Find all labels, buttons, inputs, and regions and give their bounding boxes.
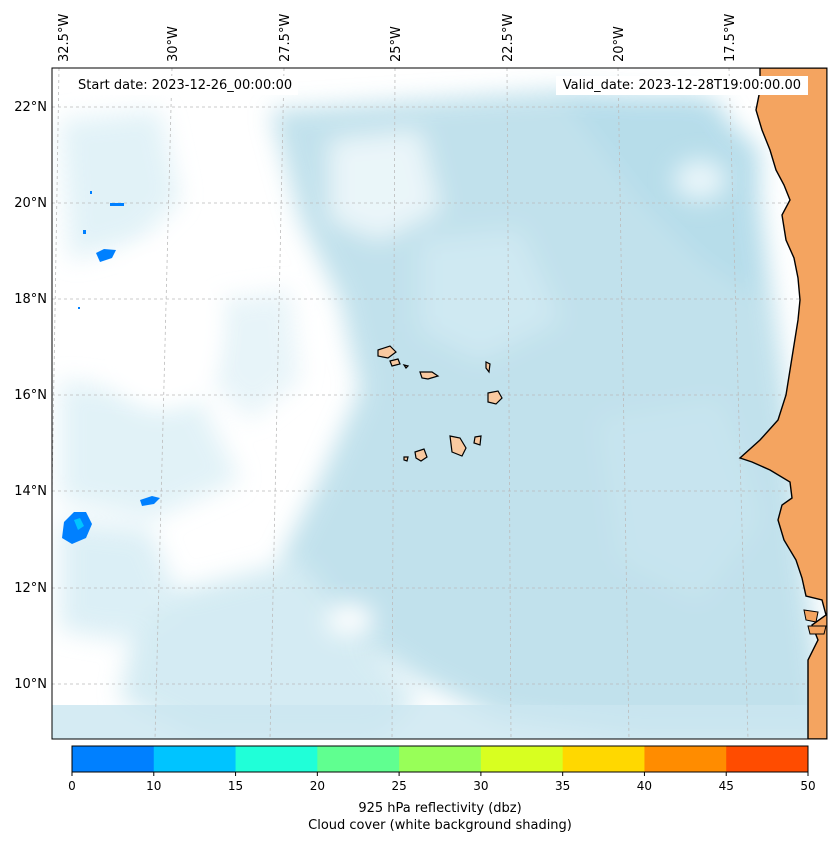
colorbar-segment	[72, 746, 155, 772]
colorbar-segment	[399, 746, 482, 772]
colorbar-tick-label: 30	[473, 779, 488, 793]
colorbar-tick-label: 25	[391, 779, 406, 793]
colorbar-tick-label: 20	[310, 779, 325, 793]
colorbar-frame	[71, 745, 809, 773]
lat-label: 10°N	[14, 677, 47, 692]
longitude-labels: 32.5°W 30°W 27.5°W 25°W 22.5°W 20°W 17.5…	[57, 14, 738, 62]
colorbar-segment	[644, 746, 727, 772]
colorbar-tick-label: 35	[555, 779, 570, 793]
cape-verde-islands	[377, 345, 503, 462]
lat-label: 18°N	[14, 292, 47, 307]
lat-label: 20°N	[14, 196, 47, 211]
valid-date-label: Valid_date: 2023-12-28T19:00:00.00	[555, 76, 808, 95]
graticule-lines	[52, 68, 827, 739]
lon-label: 17.5°W	[723, 14, 738, 62]
colorbar-segment	[235, 746, 318, 772]
lon-label: 22.5°W	[501, 14, 516, 62]
lat-label: 16°N	[14, 388, 47, 403]
africa-coastline	[738, 68, 827, 739]
reflectivity-cells	[62, 191, 160, 544]
colorbar-tick-label: 40	[637, 779, 652, 793]
lon-label: 27.5°W	[278, 14, 293, 62]
lat-label: 14°N	[14, 484, 47, 499]
colorbar-segment	[317, 746, 400, 772]
map-frame	[51, 67, 828, 740]
colorbar-segment	[480, 746, 564, 772]
lon-label: 30°W	[166, 26, 181, 62]
colorbar-tick-label: 0	[68, 779, 76, 793]
colorbar-tick-label: 10	[146, 779, 161, 793]
lon-label: 32.5°W	[57, 14, 72, 62]
colorbar-segment	[153, 746, 237, 772]
latitude-labels: 22°N 20°N 18°N 16°N 14°N 12°N 10°N	[14, 100, 47, 692]
colorbar-sublabel: Cloud cover (white background shading)	[308, 818, 572, 833]
start-date-label: Start date: 2023-12-26_00:00:00	[72, 76, 299, 95]
colorbar-segment	[562, 746, 645, 772]
colorbar-segment	[726, 746, 809, 772]
colorbar-label: 925 hPa reflectivity (dbz)	[358, 801, 522, 816]
lon-label: 20°W	[612, 26, 627, 62]
lon-label: 25°W	[389, 26, 404, 62]
lat-label: 12°N	[14, 581, 47, 596]
colorbar-tick-label: 50	[800, 779, 815, 793]
cloud-cover-shading	[52, 90, 827, 739]
colorbar: 0 10 15 20 25 30 35 40 45 50	[68, 745, 816, 793]
colorbar-tick-label: 15	[228, 779, 243, 793]
colorbar-tick-label: 45	[719, 779, 734, 793]
lat-label: 22°N	[14, 100, 47, 115]
